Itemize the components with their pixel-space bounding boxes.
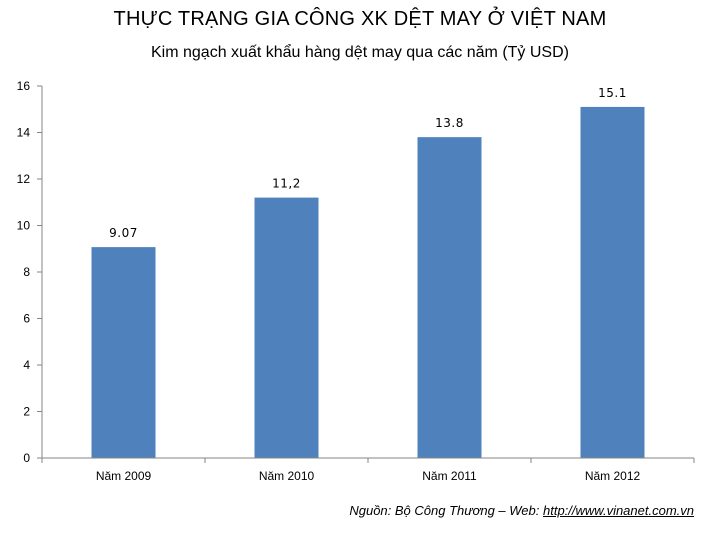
x-tick-label: Năm 2011 <box>422 469 477 483</box>
y-tick-label: 10 <box>17 219 31 233</box>
y-tick-label: 14 <box>17 126 31 140</box>
y-tick-label: 0 <box>23 451 30 465</box>
source-link[interactable]: http://www.vinanet.com.vn <box>542 503 694 518</box>
source-note: Nguồn: Bộ Công Thương – Web: http://www.… <box>349 503 694 518</box>
y-tick-label: 2 <box>23 405 30 419</box>
y-axis-ticks: 0 2 4 6 8 10 12 14 16 <box>17 79 42 465</box>
data-label: 11,2 <box>272 177 301 191</box>
data-label: 13.8 <box>435 116 464 130</box>
bar <box>254 197 319 458</box>
chart-subtitle: Kim ngạch xuất khẩu hàng dệt may qua các… <box>151 44 569 61</box>
y-tick-label: 16 <box>17 79 31 93</box>
x-axis-ticks: Năm 2009 Năm 2010 Năm 2011 Năm 2012 <box>41 458 695 483</box>
y-tick-label: 12 <box>17 172 31 186</box>
bars: 9.07 11,2 13.8 15.1 <box>91 86 645 459</box>
y-tick-label: 4 <box>23 358 30 372</box>
y-tick-label: 6 <box>23 312 30 326</box>
bar <box>417 137 482 458</box>
x-tick-label: Năm 2010 <box>259 469 315 483</box>
chart-title: THỰC TRẠNG GIA CÔNG XK DỆT MAY Ở VIỆT NA… <box>113 8 607 30</box>
x-tick-label: Năm 2012 <box>585 469 641 483</box>
y-tick-label: 8 <box>23 265 30 279</box>
data-label: 15.1 <box>598 86 627 100</box>
bar <box>580 106 645 459</box>
bar <box>91 247 156 458</box>
data-label: 9.07 <box>109 226 138 240</box>
x-tick-label: Năm 2009 <box>96 469 152 483</box>
source-text: Nguồn: Bộ Công Thương – Web: <box>349 503 543 518</box>
